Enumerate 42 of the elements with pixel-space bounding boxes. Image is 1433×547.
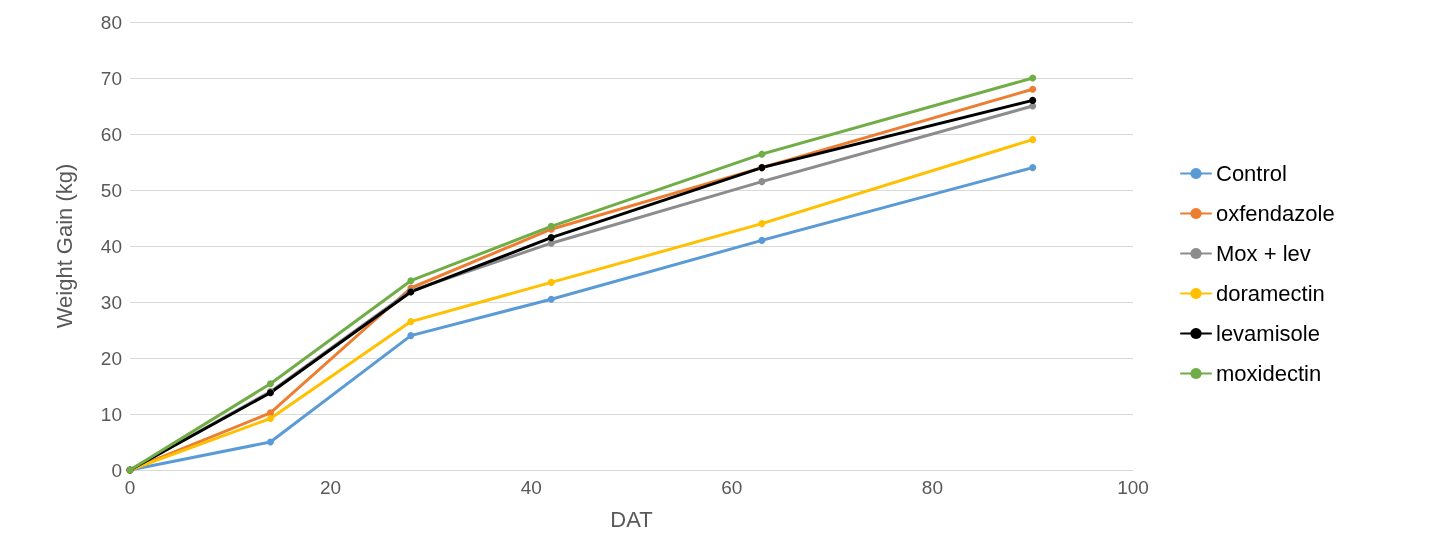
legend-label: levamisole	[1216, 321, 1320, 346]
x-tick-label: 100	[1117, 477, 1149, 498]
y-axis-title: Weight Gain (kg)	[51, 163, 77, 329]
point	[407, 332, 415, 340]
point	[266, 438, 274, 446]
y-tick-label: 70	[100, 67, 122, 89]
x-tick-label: 80	[921, 477, 943, 498]
point	[758, 178, 766, 186]
y-tick-label: 10	[100, 403, 122, 425]
point	[758, 150, 766, 158]
legend-label: doramectin	[1216, 281, 1325, 306]
point	[1029, 74, 1037, 82]
y-tick-label: 40	[100, 235, 122, 257]
y-tick-label: 0	[111, 459, 122, 481]
legend-label: Mox + lev	[1216, 241, 1311, 266]
x-tick-label: 40	[520, 477, 542, 498]
point	[266, 414, 274, 422]
point	[1029, 96, 1037, 104]
point	[407, 318, 415, 326]
x-tick-label: 20	[320, 477, 342, 498]
y-tick-label: 20	[100, 347, 122, 369]
point	[1029, 85, 1037, 93]
legend-label: oxfendazole	[1216, 201, 1335, 226]
x-axis-title: DAT	[610, 506, 653, 532]
point	[758, 220, 766, 228]
point	[1029, 164, 1037, 172]
point	[1029, 136, 1037, 144]
y-tick-label: 80	[100, 11, 122, 33]
y-tick-label: 30	[100, 291, 122, 313]
point	[407, 277, 415, 285]
x-tick-label: 0	[124, 477, 136, 498]
y-tick-label: 50	[100, 179, 122, 201]
point	[758, 236, 766, 244]
x-tick-label: 60	[721, 477, 743, 498]
y-tick-label: 60	[100, 123, 122, 145]
legend-label: moxidectin	[1216, 361, 1322, 386]
point	[547, 278, 555, 286]
point	[266, 380, 274, 388]
point	[547, 234, 555, 242]
point	[266, 409, 274, 417]
point	[547, 295, 555, 303]
legend-label: Control	[1216, 161, 1287, 186]
